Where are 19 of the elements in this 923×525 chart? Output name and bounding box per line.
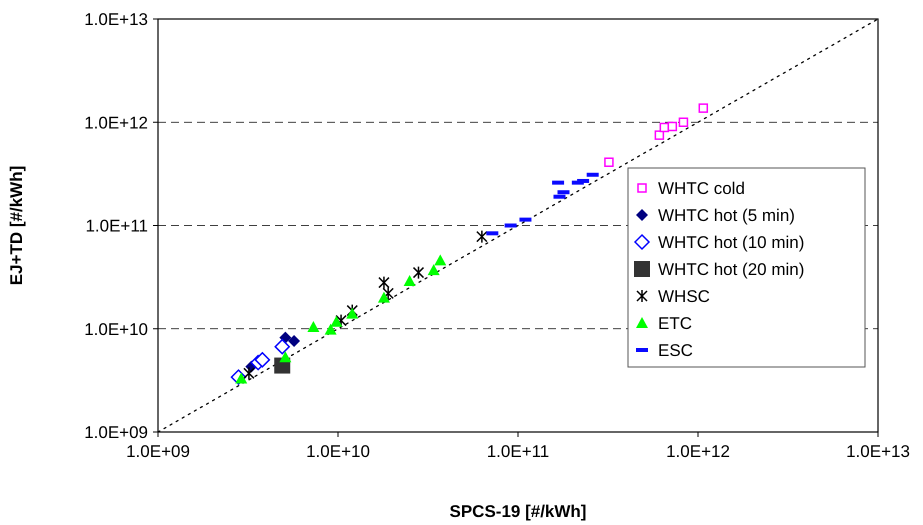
y-tick-label: 1.0E+13 [84,10,148,29]
legend-label: ETC [658,314,692,333]
x-tick-label: 1.0E+12 [666,442,730,461]
legend-label: ESC [658,341,693,360]
y-tick-label: 1.0E+11 [85,216,148,236]
legend-label: WHTC hot (5 min) [658,206,795,225]
legend-label: WHSC [658,287,710,306]
x-tick-label: 1.0E+13 [846,442,910,461]
x-tick-label: 1.0E+11 [486,442,550,461]
legend-label: WHTC cold [658,179,745,198]
y-tick-label: 1.0E+10 [84,320,148,339]
x-tick-label: 1.0E+09 [126,442,190,461]
x-axis-title: SPCS-19 [#/kWh] [450,502,586,521]
y-tick-label: 1.0E+09 [84,423,148,442]
x-tick-label: 1.0E+10 [306,442,370,461]
legend-label: WHTC hot (20 min) [658,260,804,279]
y-tick-label: 1.0E+12 [84,113,148,132]
y-axis-title: EJ+TD [#/kWh] [7,166,26,286]
legend-label: WHTC hot (10 min) [658,233,804,252]
